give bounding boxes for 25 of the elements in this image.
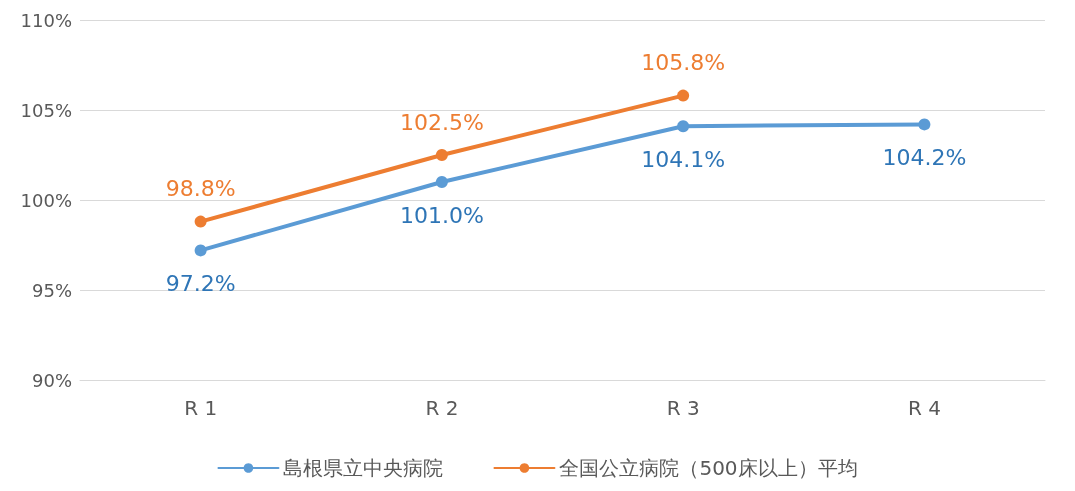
point: [194, 244, 207, 257]
y-tick-label: 110%: [20, 9, 72, 31]
point: [435, 176, 448, 188]
y-tick-label: 90%: [31, 369, 72, 391]
x-tick-label: R 3: [666, 396, 700, 420]
point: [677, 89, 690, 102]
point: [918, 118, 931, 131]
point: [194, 215, 207, 228]
y-tick-label: 100%: [20, 189, 72, 211]
data-label: 102.5%: [399, 109, 484, 135]
legend-label: 全国公立病院（500床以上）平均: [559, 456, 858, 480]
y-tick-label: 95%: [31, 279, 72, 301]
point: [435, 149, 448, 161]
data-label: 104.2%: [882, 144, 967, 170]
legend-label: 島根県立中央病院: [283, 456, 444, 480]
data-label: 104.1%: [641, 146, 726, 172]
data-label: 105.8%: [641, 50, 726, 76]
x-tick-label: R 1: [184, 396, 218, 420]
data-label: 101.0%: [399, 202, 484, 228]
data-label: 98.8%: [165, 176, 236, 202]
y-tick-label: 105%: [20, 99, 72, 121]
x-tick-label: R 2: [425, 396, 459, 420]
point: [677, 120, 690, 133]
x-tick-label: R 4: [907, 396, 941, 420]
data-label: 97.2%: [165, 270, 236, 296]
